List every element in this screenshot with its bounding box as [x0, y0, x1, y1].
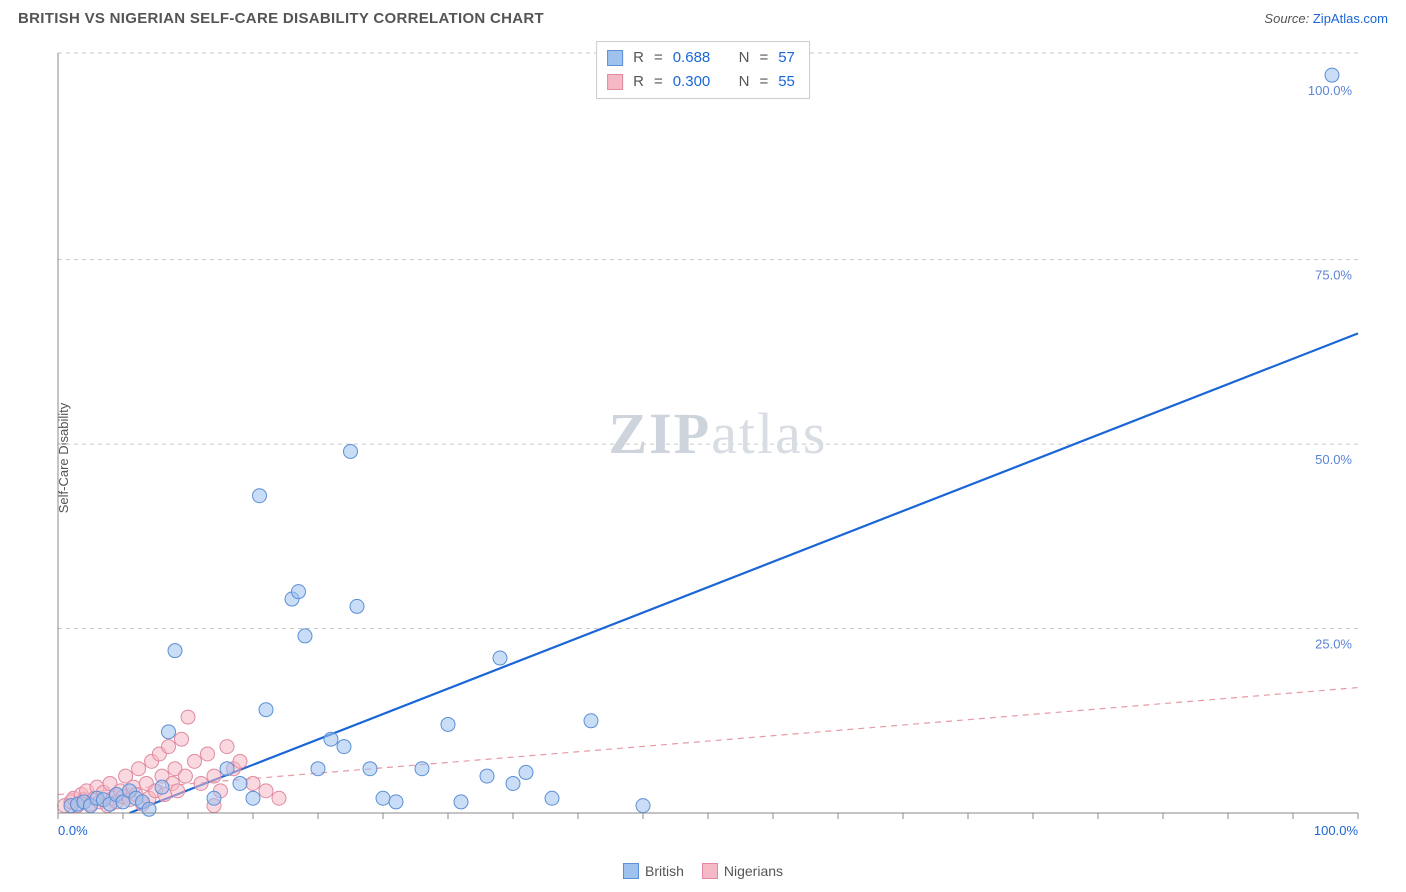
legend-item-nigerians: Nigerians [702, 863, 783, 879]
stats-row-nigerians: R = 0.300 N = 55 [607, 70, 795, 94]
scatter-plot: ZIPatlas 0.0% 100.0% 25.0% 50.0% 75.0% 100.0… [48, 33, 1388, 853]
chart-header: BRITISH VS NIGERIAN SELF-CARE DISABILITY… [0, 0, 1406, 33]
n-value-british: 57 [778, 46, 795, 70]
chart-title: BRITISH VS NIGERIAN SELF-CARE DISABILITY… [18, 10, 544, 27]
swatch-nigerians [607, 74, 623, 90]
chart-area: Self-Care Disability ZIPatlas 0.0%100.0%… [0, 33, 1406, 883]
svg-text:50.0%: 50.0% [1315, 452, 1352, 467]
svg-text:75.0%: 75.0% [1315, 268, 1352, 283]
legend-label-nigerians: Nigerians [724, 863, 783, 879]
legend-swatch-british [623, 863, 639, 879]
source-label: Source: [1264, 11, 1309, 26]
svg-text:100.0%: 100.0% [1314, 823, 1359, 838]
legend-bottom: British Nigerians [623, 863, 783, 879]
legend-label-british: British [645, 863, 684, 879]
svg-text:0.0%: 0.0% [58, 823, 88, 838]
gridlines-group [58, 53, 1358, 629]
source-attribution: Source: ZipAtlas.com [1264, 11, 1388, 26]
n-value-nigerians: 55 [778, 70, 795, 94]
swatch-british [607, 50, 623, 66]
r-value-nigerians: 0.300 [673, 70, 711, 94]
legend-item-british: British [623, 863, 684, 879]
svg-text:100.0%: 100.0% [1308, 83, 1353, 98]
r-value-british: 0.688 [673, 46, 711, 70]
y-axis-labels: 25.0% 50.0% 75.0% 100.0% [1308, 83, 1353, 651]
watermark-text: ZIPatlas [609, 401, 828, 466]
correlation-stats-box: R = 0.688 N = 57 R = 0.300 N = 55 [596, 41, 810, 99]
stats-row-british: R = 0.688 N = 57 [607, 46, 795, 70]
source-link[interactable]: ZipAtlas.com [1313, 11, 1388, 26]
svg-text:25.0%: 25.0% [1315, 637, 1352, 652]
legend-swatch-nigerians [702, 863, 718, 879]
